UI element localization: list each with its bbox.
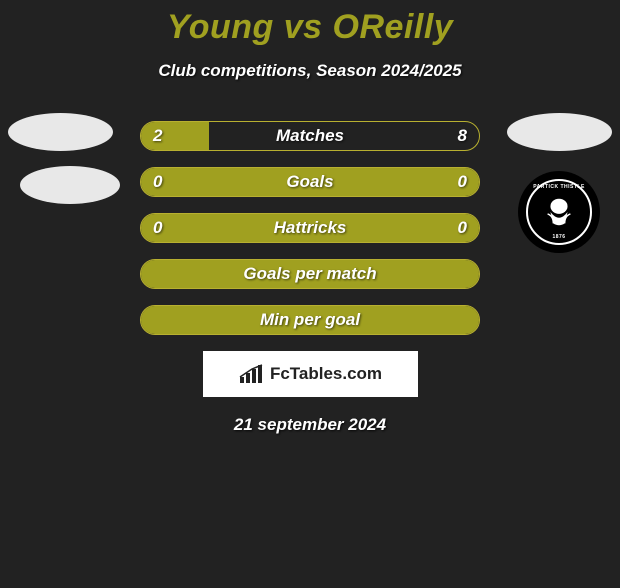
stat-bars: 28Matches 00Goals 00Hattricks Goals per mat…	[140, 121, 480, 335]
bar-label: Min per goal	[141, 310, 479, 330]
page-title: Young vs OReilly	[0, 8, 620, 47]
bar-label: Matches	[141, 126, 479, 146]
crest-ring: PARTICK THISTLE 1876	[526, 179, 592, 245]
subtitle: Club competitions, Season 2024/2025	[0, 61, 620, 81]
bar-label: Goals	[141, 172, 479, 192]
bar-chart-icon	[238, 363, 266, 385]
left-team-badge-2	[20, 166, 120, 204]
stat-bar: Min per goal	[140, 305, 480, 335]
right-team-crest: PARTICK THISTLE 1876	[518, 171, 600, 253]
comparison-panel: PARTICK THISTLE 1876 28Matches 00Goals 00H…	[0, 121, 620, 435]
stat-bar: 00Goals	[140, 167, 480, 197]
source-logo-box: FcTables.com	[203, 351, 418, 397]
bar-label: Goals per match	[141, 264, 479, 284]
stat-bar: Goals per match	[140, 259, 480, 289]
right-team-badge-1	[507, 113, 612, 151]
bar-label: Hattricks	[141, 218, 479, 238]
thistle-icon	[540, 193, 578, 231]
stat-bar: 00Hattricks	[140, 213, 480, 243]
crest-top-text: PARTICK THISTLE	[533, 184, 585, 190]
stat-bar: 28Matches	[140, 121, 480, 151]
crest-bottom-text: 1876	[552, 234, 565, 240]
left-team-badge-1	[8, 113, 113, 151]
snapshot-date: 21 september 2024	[0, 415, 620, 435]
source-logo-text: FcTables.com	[270, 364, 382, 384]
